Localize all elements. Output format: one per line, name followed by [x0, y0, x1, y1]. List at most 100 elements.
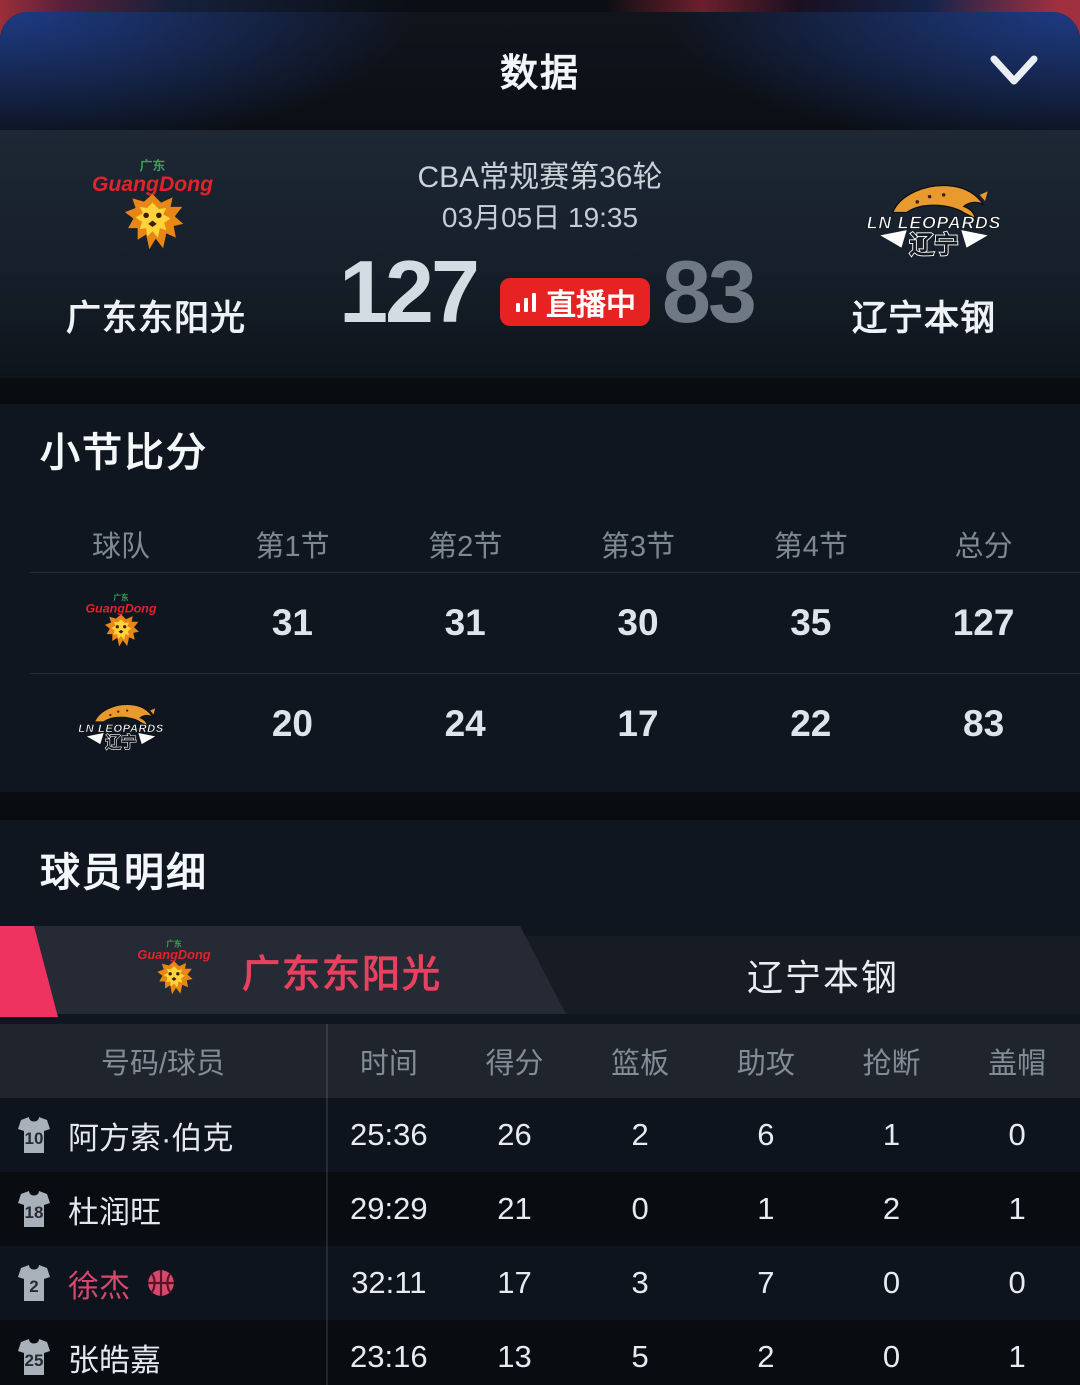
section-separator [0, 378, 1080, 404]
quarter-header-row: 球队 第1节 第2节 第3节 第4节 总分 [0, 516, 1080, 572]
section-title-players: 球员明细 [40, 851, 208, 895]
player-stat: 0 [882, 1339, 901, 1374]
player-stat: 2 [631, 1117, 649, 1152]
live-badge[interactable]: 直播中 [500, 278, 650, 326]
player-row: 10 阿方索·伯克 25:36 26 2 6 1 0 [0, 1098, 1080, 1172]
chevron-down-icon[interactable] [990, 54, 1038, 88]
away-team-name: 辽宁本钢 [851, 299, 996, 338]
player-header-6: 盖帽 [988, 1048, 1047, 1080]
quarter-header-5: 总分 [954, 531, 1013, 563]
quarter-score: 30 [617, 602, 659, 643]
player-stat: 0 [882, 1265, 901, 1300]
quarter-score: 17 [617, 703, 659, 744]
team-logo-cell [36, 592, 206, 654]
liaoning-logo [854, 172, 1014, 260]
player-header-0: 号码/球员 [100, 1048, 226, 1080]
player-stat: 26 [497, 1117, 532, 1152]
quarter-score: 20 [271, 703, 313, 744]
quarter-header-3: 第3节 [600, 531, 676, 563]
player-name: 张皓嘉 [68, 1342, 161, 1378]
player-cell: 18 杜润旺 [0, 1187, 326, 1232]
player-stat: 2 [882, 1191, 901, 1226]
player-stat: 0 [1008, 1265, 1026, 1300]
player-stat: 5 [631, 1339, 649, 1374]
live-bars-icon [514, 290, 538, 314]
player-stat: 17 [497, 1265, 532, 1300]
player-header-1: 时间 [359, 1048, 418, 1080]
quarter-score: 31 [444, 602, 486, 643]
tab-guangdong[interactable]: 广东东阳光 [0, 926, 566, 1014]
tab-guangdong-label: 广东东阳光 [242, 953, 443, 996]
column-divider [326, 1024, 328, 1385]
player-stat: 25:36 [350, 1117, 428, 1152]
player-stat: 1 [1008, 1191, 1026, 1226]
player-stat: 32:11 [351, 1265, 427, 1300]
quarter-score: 22 [790, 703, 832, 744]
player-stat: 2 [757, 1339, 775, 1374]
quarter-header-4: 第4节 [773, 531, 848, 563]
player-stat: 29:29 [350, 1191, 428, 1226]
player-stat: 0 [1008, 1117, 1026, 1152]
player-name: 徐杰 [68, 1268, 130, 1304]
team-logo-cell [36, 696, 206, 752]
player-header-3: 篮板 [611, 1048, 670, 1080]
player-row: 25 张皓嘉 23:16 13 5 2 0 1 [0, 1320, 1080, 1385]
player-cell: 25 张皓嘉 [0, 1335, 326, 1380]
quarter-row-guangdong: 31 31 30 35 127 [0, 573, 1080, 673]
live-label: 直播中 [546, 289, 636, 322]
panel-topbar: 数据 [0, 12, 1080, 130]
league-round-label: CBA常规赛第36轮 [417, 161, 663, 194]
team-tab-bar: 辽宁本钢 广东东阳光 [0, 926, 1080, 1017]
player-stat: 0 [631, 1191, 649, 1226]
player-stat: 3 [631, 1265, 649, 1300]
svg-text:2: 2 [29, 1277, 38, 1296]
quarter-score: 35 [790, 602, 832, 643]
guangdong-logo [76, 592, 166, 654]
player-header-2: 得分 [485, 1048, 544, 1080]
player-row: 18 杜润旺 29:29 21 0 1 2 1 [0, 1172, 1080, 1246]
player-stat: 21 [497, 1191, 532, 1226]
data-panel: 数据 CBA常规赛第36轮 03月05日 19:35 127 直播中 83 广东… [0, 12, 1080, 1385]
quarter-row-liaoning: 20 24 17 22 83 [0, 674, 1080, 774]
away-score: 83 [662, 242, 757, 341]
player-stat: 23:16 [350, 1339, 428, 1374]
home-score: 127 [339, 242, 480, 341]
quarter-score: 31 [271, 602, 313, 643]
player-stat: 1 [757, 1191, 775, 1226]
player-table-body: 10 阿方索·伯克 25:36 26 2 6 1 0 18 杜润旺 29:29 21 0 1 2 1 2 徐杰 32… [0, 1098, 1080, 1385]
svg-text:18: 18 [25, 1203, 44, 1222]
player-stat: 6 [757, 1117, 775, 1152]
tab-liaoning-label: 辽宁本钢 [746, 957, 899, 998]
player-stat: 1 [882, 1117, 901, 1152]
player-header-4: 助攻 [736, 1048, 795, 1080]
player-header-row: 号码/球员 时间 得分 篮板 助攻 抢断 盖帽 [0, 1024, 1080, 1098]
quarter-header-0: 球队 [91, 531, 150, 563]
svg-text:10: 10 [25, 1129, 44, 1148]
player-row: 2 徐杰 32:11 17 3 7 0 0 [0, 1246, 1080, 1320]
player-cell: 2 徐杰 [0, 1261, 326, 1306]
player-stat: 13 [497, 1339, 532, 1374]
match-header: CBA常规赛第36轮 03月05日 19:35 127 直播中 83 广东东阳光… [0, 130, 1080, 378]
basketball-icon [146, 1268, 176, 1298]
player-detail-section: 球员明细 辽宁本钢 广东东阳光 号码/球员 时间 得分 篮板 助攻 抢断 盖帽 10 阿方索·… [0, 820, 1080, 1385]
player-name: 杜润旺 [68, 1194, 161, 1230]
jersey-number-icon: 2 [18, 1265, 50, 1301]
quarter-scores-section: 小节比分 球队 第1节 第2节 第3节 第4节 总分 31 31 30 35 127 20 24 17 2… [0, 404, 1080, 792]
player-cell: 10 阿方索·伯克 [0, 1113, 326, 1158]
section-separator [0, 792, 1080, 820]
jersey-number-icon: 18 [18, 1191, 50, 1227]
jersey-number-icon: 25 [18, 1339, 50, 1375]
liaoning-logo [75, 696, 167, 752]
jersey-number-icon: 10 [18, 1117, 50, 1153]
row-divider [30, 673, 1080, 674]
quarter-header-1: 第1节 [255, 531, 330, 563]
player-stat: 1 [1008, 1339, 1026, 1374]
player-name: 阿方索·伯克 [68, 1120, 234, 1156]
svg-text:25: 25 [25, 1351, 44, 1370]
quarter-score: 83 [963, 703, 1005, 744]
home-team-name: 广东东阳光 [65, 299, 246, 338]
player-stat: 7 [757, 1265, 775, 1300]
player-stats-table: 号码/球员 时间 得分 篮板 助攻 抢断 盖帽 10 阿方索·伯克 25:36 26 2 6 1 0 18 杜… [0, 1024, 1080, 1385]
player-header-5: 抢断 [862, 1048, 921, 1080]
match-datetime: 03月05日 19:35 [441, 202, 639, 233]
